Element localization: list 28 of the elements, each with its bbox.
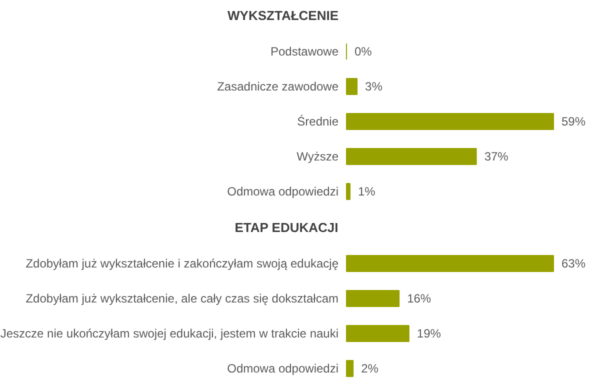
data-label: 59% xyxy=(562,114,586,128)
bar xyxy=(346,148,477,165)
bar xyxy=(346,255,554,272)
chart-title: ETAP EDUKACJI xyxy=(234,220,338,235)
y-tick-label: Zdobyłam już wykształcenie, ale cały czas się dokształcam xyxy=(26,292,339,306)
y-tick-label: Wyższe xyxy=(296,150,339,164)
y-tick-label: Zasadnicze zawodowe xyxy=(217,80,339,94)
data-label: 19% xyxy=(416,326,442,340)
bar xyxy=(346,183,351,200)
bar xyxy=(346,78,358,95)
data-label: 63% xyxy=(562,256,586,270)
bar xyxy=(346,113,554,130)
y-tick-label: Odmowa odpowiedzi xyxy=(227,362,339,376)
data-label: 2% xyxy=(361,362,379,376)
data-label: 1% xyxy=(358,184,376,198)
bar xyxy=(346,360,354,377)
bar xyxy=(346,325,410,342)
data-label: 16% xyxy=(407,292,432,306)
y-tick-label: Podstawowe xyxy=(270,44,339,58)
data-label: 3% xyxy=(365,80,383,94)
data-label: 37% xyxy=(484,150,509,164)
bar xyxy=(346,290,400,307)
y-tick-label: Zdobyłam już wykształcenie i zakończyłam swoją edukację xyxy=(26,256,339,270)
y-tick-label: Odmowa odpowiedzi xyxy=(227,184,339,198)
chart-title: WYKSZTAŁCENIE xyxy=(228,8,339,23)
y-tick-label: Jeszcze nie ukończyłam swojej edukacji, jestem w trakcie nauki xyxy=(0,326,338,340)
y-tick-label: Średnie xyxy=(297,114,339,128)
data-label: 0% xyxy=(354,44,372,58)
